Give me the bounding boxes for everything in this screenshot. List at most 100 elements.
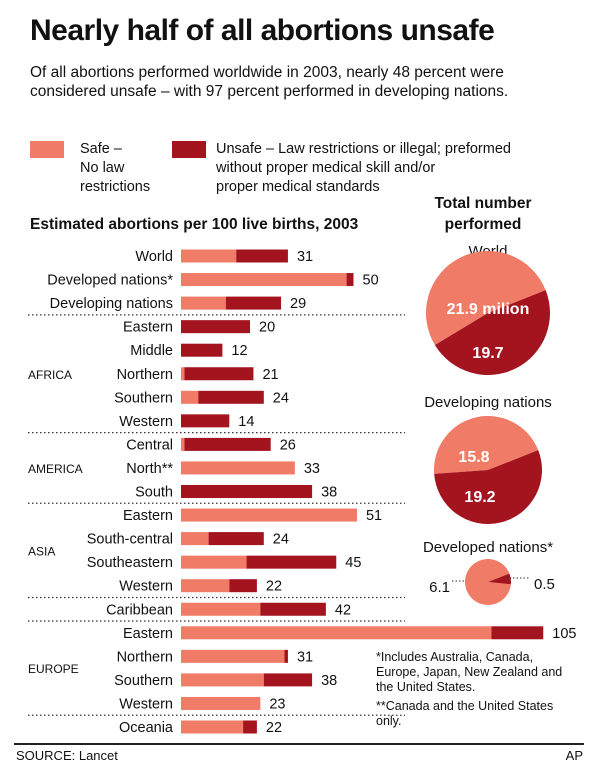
legend-safe-desc-2: restrictions: [80, 179, 151, 195]
footnote-developed: *Includes Australia, Canada, Europe, Jap…: [376, 650, 563, 694]
group-label-america: AMERICA: [28, 462, 83, 476]
category-label-america-south: South: [135, 485, 173, 501]
value-label-caribbean: 42: [335, 602, 351, 618]
bar-safe-america-north: [181, 461, 295, 475]
bar-unsafe-africa-eastern: [181, 320, 250, 334]
bar-safe-asia-southeastern: [181, 555, 247, 569]
pie-slice-unsafe-developed-nations: [488, 573, 511, 585]
value-label-europe-northern: 31: [297, 649, 313, 665]
bar-safe-asia-western: [181, 579, 230, 593]
pie-slice-safe-developed-nations: [464, 559, 511, 605]
value-label-asia-southeastern: 45: [345, 555, 361, 571]
pie-slice-safe-world: [425, 250, 546, 346]
pie-label-safe-world: 21.9 milion: [447, 301, 530, 318]
category-label-africa-western: Western: [119, 414, 173, 430]
value-label-europe-southern: 38: [321, 673, 337, 689]
footnotes: *Includes Australia, Canada, Europe, Jap…: [376, 650, 576, 733]
bar-safe-africa-southern: [181, 390, 199, 404]
value-label-africa-northern: 21: [262, 367, 278, 383]
category-label-africa-northern: Northern: [117, 367, 173, 383]
pie-slice-safe-developing-nations: [433, 415, 539, 474]
pie-label-safe-developing-nations: 15.8: [458, 449, 489, 466]
legend-safe-title: Safe –: [80, 141, 122, 157]
category-label-europe-eastern: Eastern: [123, 626, 173, 642]
value-label-america-central: 26: [280, 437, 296, 453]
pie-label-unsafe-world: 19.7: [472, 345, 503, 362]
bar-unsafe-africa-western: [181, 414, 230, 428]
value-label-developing-nations: 29: [290, 296, 306, 312]
credit-label: AP: [565, 748, 583, 763]
bar-unsafe-developed-nations: [346, 273, 354, 287]
legend-unsafe-label: Unsafe – Law restrictions or illegal; pr…: [216, 140, 511, 197]
total-heading: Total number performed: [418, 193, 548, 235]
bar-unsafe-europe-southern: [263, 673, 313, 687]
category-label-asia-western: Western: [119, 579, 173, 595]
bar-unsafe-world: [236, 249, 288, 263]
legend-unsafe-line-1: Unsafe – Law restrictions or illegal; pr…: [216, 141, 511, 157]
bar-unsafe-asia-southeastern: [246, 555, 337, 569]
bar-unsafe-asia-south-central: [208, 532, 264, 546]
value-label-africa-middle: 12: [231, 343, 247, 359]
category-label-america-central: Central: [126, 437, 173, 453]
value-label-asia-eastern: 51: [366, 508, 382, 524]
legend-unsafe-swatch: [172, 141, 206, 158]
pie-label-unsafe-developed-nations: 0.5: [534, 576, 555, 593]
total-heading-line-1: Total number: [434, 195, 532, 212]
value-label-developed-nations: 50: [363, 273, 379, 289]
bar-safe-world: [181, 249, 237, 263]
category-label-asia-eastern: Eastern: [123, 508, 173, 524]
category-label-asia-south-central: South-central: [87, 532, 173, 548]
source-label: SOURCE: Lancet: [16, 748, 118, 763]
bar-unsafe-oceania: [243, 720, 257, 734]
bar-safe-europe-southern: [181, 673, 264, 687]
value-label-world: 31: [297, 249, 313, 265]
bar-safe-caribbean: [181, 602, 261, 616]
bar-unsafe-asia-western: [229, 579, 257, 593]
category-label-developing-nations: Developing nations: [50, 296, 173, 312]
category-label-caribbean: Caribbean: [106, 602, 173, 618]
chart-title: Nearly half of all abortions unsafe: [30, 14, 495, 47]
bar-unsafe-caribbean: [260, 602, 326, 616]
bar-unsafe-africa-northern: [184, 367, 254, 381]
bar-safe-europe-western: [181, 696, 261, 710]
bar-unsafe-developing-nations: [225, 296, 282, 310]
bar-unsafe-europe-eastern: [491, 626, 544, 640]
footer-divider: [14, 743, 584, 745]
category-label-europe-western: Western: [119, 696, 173, 712]
bar-unsafe-america-central: [184, 437, 271, 451]
bar-unsafe-europe-northern: [284, 649, 288, 663]
value-label-oceania: 22: [266, 720, 282, 736]
legend-safe-label: Safe – No law restrictions: [80, 140, 150, 197]
category-label-africa-eastern: Eastern: [123, 320, 173, 336]
bar-unsafe-africa-southern: [198, 390, 264, 404]
bar-safe-asia-south-central: [181, 532, 209, 546]
group-label-asia: ASIA: [28, 544, 55, 558]
chart-subtitle: Of all abortions performed worldwide in …: [30, 64, 509, 100]
value-label-africa-western: 14: [238, 414, 254, 430]
value-label-asia-south-central: 24: [273, 532, 289, 548]
category-label-africa-southern: Southern: [114, 390, 173, 406]
group-label-africa: AFRICA: [28, 368, 72, 382]
bar-safe-asia-eastern: [181, 508, 357, 522]
pie-title-developing-nations: Developing nations: [424, 394, 552, 411]
legend-unsafe-line-3: proper medical standards: [216, 179, 380, 195]
category-label-oceania: Oceania: [119, 720, 174, 736]
value-label-america-north: 33: [304, 461, 320, 477]
category-label-developed-nations: Developed nations*: [47, 273, 173, 289]
value-label-europe-eastern: 105: [552, 626, 576, 642]
legend-safe-swatch: [30, 141, 64, 158]
category-label-world: World: [135, 249, 173, 265]
value-label-america-south: 38: [321, 485, 337, 501]
bar-unsafe-africa-middle: [181, 343, 223, 357]
group-label-europe: EUROPE: [28, 662, 79, 676]
footnote-north: **Canada and the United States only.: [376, 699, 554, 728]
category-label-africa-middle: Middle: [130, 343, 173, 359]
pie-label-safe-developed-nations: 6.1: [429, 579, 450, 596]
legend-unsafe-line-2: without proper medical skill and/or: [216, 160, 436, 176]
value-label-africa-eastern: 20: [259, 320, 275, 336]
bar-safe-developed-nations: [181, 273, 347, 287]
total-heading-line-2: performed: [444, 216, 522, 233]
pie-title-developed-nations: Developed nations*: [423, 539, 553, 556]
category-label-europe-northern: Northern: [117, 649, 173, 665]
